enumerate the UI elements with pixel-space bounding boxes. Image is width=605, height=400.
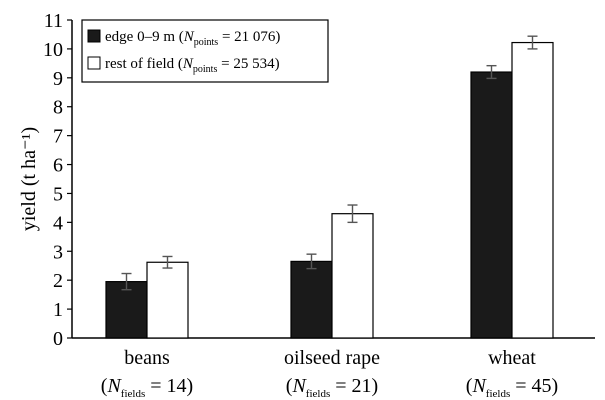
y-tick-label: 3: [53, 241, 63, 263]
y-tick-label: 5: [53, 183, 63, 205]
y-tick-label: 7: [53, 126, 63, 148]
legend: edge 0–9 m (Npoints = 21 076) rest of fie…: [81, 19, 329, 83]
bar-edge-2: [470, 71, 513, 339]
y-ticks: 0 1 2 3 4 5 6 7 8 9 10 11: [43, 10, 72, 350]
x-category-sublabel: (Nfields = 14): [101, 375, 193, 400]
y-axis-label-group: yield (t ha⁻¹): [18, 127, 40, 231]
legend-entry-1: rest of field (Npoints = 25 534): [105, 56, 280, 75]
legend-swatch-1: [87, 56, 101, 70]
y-tick-label: 0: [53, 328, 63, 350]
y-axis-label: yield (t ha⁻¹): [18, 127, 40, 231]
bars: [105, 41, 554, 339]
x-category-label: wheat: [488, 347, 536, 369]
y-tick-label: 6: [53, 155, 63, 177]
x-category-sublabel: (Nfields = 21): [286, 375, 378, 400]
legend-swatch-0: [87, 29, 101, 43]
x-category-labels: beans (Nfields = 14) oilseed rape (Nfields …: [101, 347, 558, 400]
y-tick-label: 2: [53, 270, 63, 292]
error-bars: [121, 35, 538, 291]
y-tick-label: 9: [53, 68, 63, 90]
bar-rest-2: [511, 41, 554, 339]
y-tick-label: 11: [44, 10, 63, 32]
legend-entry-0: edge 0–9 m (Npoints = 21 076): [105, 29, 280, 48]
y-tick-label: 1: [53, 299, 63, 321]
bar-edge-1: [290, 260, 333, 339]
bar-rest-1: [331, 213, 374, 339]
y-tick-label: 4: [53, 212, 63, 234]
x-category-label: beans: [124, 347, 170, 369]
x-category-sublabel: (Nfields = 45): [466, 375, 558, 400]
bar-rest-0: [146, 261, 189, 339]
y-tick-label: 10: [43, 39, 63, 61]
x-category-label: oilseed rape: [284, 347, 380, 369]
y-tick-label: 8: [53, 97, 63, 119]
legend-box: [81, 19, 329, 83]
